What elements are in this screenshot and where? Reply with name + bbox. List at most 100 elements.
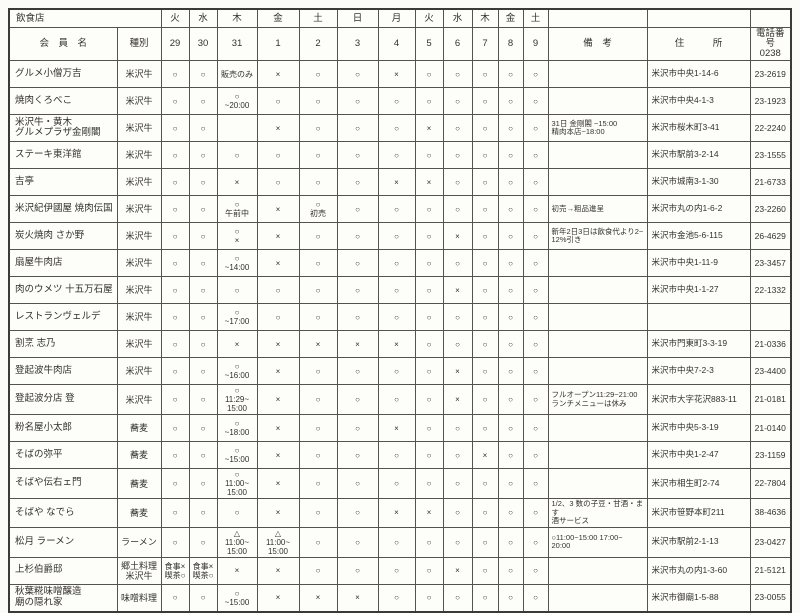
day-status-cell: ○ xyxy=(256,168,300,196)
table-row: そばや伝右ェ門 蕎麦 ○ ○ ○ 11:00~ 15:00 × ○ ○ ○ ○ ○ ○ ○ ○ 米沢市相生町… xyxy=(8,468,792,499)
day-status-cell: ○ xyxy=(522,357,549,385)
day-status-cell: ○ xyxy=(160,249,190,277)
address-cell: 米沢市中央1-1-27 xyxy=(646,276,751,304)
address-cell: 米沢市相生町2-74 xyxy=(646,468,751,499)
day-status-cell: ○ xyxy=(471,276,499,304)
day-status-cell: ○ xyxy=(188,222,218,250)
weekday-header: 土 xyxy=(298,8,338,28)
day-status-cell: ○ xyxy=(471,526,499,558)
day-status-cell: ○ xyxy=(256,141,300,169)
phone-cell: 21-0140 xyxy=(749,414,792,442)
day-status-cell: ○ xyxy=(414,195,444,223)
day-status-cell: ○ xyxy=(377,249,416,277)
member-name-cell: そばや なでら xyxy=(8,498,118,528)
day-status-cell: ○ xyxy=(188,114,218,142)
phone-cell: 21-0336 xyxy=(749,330,792,358)
day-status-cell: ○ xyxy=(188,330,218,358)
day-status-cell: ○ xyxy=(336,114,379,142)
member-name-cell: 粉名屋小太郎 xyxy=(8,414,118,442)
phone-cell: 21-6733 xyxy=(749,168,792,196)
weekday-header: 金 xyxy=(256,8,300,28)
member-name-header: 会 員 名 xyxy=(8,27,118,61)
day-status-cell: ○ xyxy=(298,414,338,442)
day-status-cell: × xyxy=(336,583,379,612)
day-status-cell: × xyxy=(256,195,300,223)
day-status-cell: ○ xyxy=(298,498,338,528)
phone-cell: 23-1159 xyxy=(749,441,792,469)
day-status-cell: ○ xyxy=(160,303,190,331)
day-status-cell: × xyxy=(256,556,300,585)
day-status-cell: ○ xyxy=(256,303,300,331)
day-status-cell: ○ xyxy=(497,195,524,223)
day-status-cell: △ 11:00~ 15:00 xyxy=(256,526,300,558)
day-status-cell: × xyxy=(377,498,416,528)
remarks-header-spacer xyxy=(547,8,648,28)
day-status-cell: ○ xyxy=(160,168,190,196)
type-cell: 米沢牛 xyxy=(116,168,162,196)
day-status-cell: ○ xyxy=(442,60,473,88)
header-day-row: 飲食店火水木金土日月火水木金土 xyxy=(8,8,792,28)
weekday-header: 木 xyxy=(471,8,499,28)
address-cell xyxy=(646,303,751,331)
day-status-cell: × xyxy=(216,330,258,358)
phone-cell: 23-0427 xyxy=(749,526,792,558)
table-row: レストランヴェルデ 米沢牛 ○ ○ ○ ~17:00 ○ ○ ○ ○ ○ ○ ○ ○ ○ xyxy=(8,303,792,331)
type-cell: 米沢牛 xyxy=(116,357,162,385)
day-status-cell: × xyxy=(256,222,300,250)
day-status-cell: ○ 11:00~ 15:00 xyxy=(216,468,258,499)
day-status-cell: ○ × xyxy=(216,222,258,250)
day-status-cell: × xyxy=(471,441,499,469)
day-status-cell: ○ xyxy=(497,114,524,142)
date-header: 6 xyxy=(442,27,473,61)
phone-header: 電話番号 0238 xyxy=(749,27,792,61)
day-status-cell: ○ xyxy=(377,357,416,385)
day-status-cell: ○ xyxy=(160,141,190,169)
day-status-cell: △ 11:00~ 15:00 xyxy=(216,526,258,558)
day-status-cell: ○ xyxy=(336,384,379,415)
day-status-cell: ○ xyxy=(497,498,524,528)
date-header: 30 xyxy=(188,27,218,61)
day-status-cell: ○ xyxy=(298,222,338,250)
address-cell: 米沢市中央7-2-3 xyxy=(646,357,751,385)
day-status-cell: ○ xyxy=(522,276,549,304)
day-status-cell: ○ xyxy=(471,168,499,196)
table-row: 肉のウメツ 十五万石屋 米沢牛 ○ ○ ○ ○ ○ ○ ○ ○ × ○ ○ ○ 米沢市中央1-1-27 22-… xyxy=(8,276,792,304)
date-header: 2 xyxy=(298,27,338,61)
type-cell: 蕎麦 xyxy=(116,498,162,528)
day-status-cell: ○ xyxy=(442,468,473,499)
phone-cell: 23-4400 xyxy=(749,357,792,385)
day-status-cell: ○ xyxy=(522,60,549,88)
phone-cell: 23-0055 xyxy=(749,583,792,612)
type-cell: 蕎麦 xyxy=(116,414,162,442)
member-name-cell: 扇屋牛肉店 xyxy=(8,249,118,277)
day-status-cell: ○ xyxy=(377,384,416,415)
day-status-cell: ○ xyxy=(414,414,444,442)
day-status-cell: ○ xyxy=(298,249,338,277)
day-status-cell: ○ xyxy=(336,526,379,558)
day-status-cell: ○ xyxy=(522,330,549,358)
day-status-cell: ○ xyxy=(160,357,190,385)
day-status-cell: ○ xyxy=(497,384,524,415)
day-status-cell: ○ xyxy=(188,168,218,196)
address-cell: 米沢市笹野本町211 xyxy=(646,498,751,528)
phone-header-label: 電話番号 xyxy=(755,28,785,49)
day-status-cell: ○ xyxy=(497,276,524,304)
day-status-cell: ○ xyxy=(522,498,549,528)
day-status-cell: ○ xyxy=(160,526,190,558)
type-cell: 米沢牛 xyxy=(116,276,162,304)
day-status-cell: ○ xyxy=(522,468,549,499)
table-row: 扇屋牛肉店 米沢牛 ○ ○ ○ ~14:00 × ○ ○ ○ ○ ○ ○ ○ ○ 米沢市中央1-11-9 23… xyxy=(8,249,792,277)
day-status-cell: ○ xyxy=(522,222,549,250)
day-status-cell: ○ xyxy=(497,468,524,499)
day-status-cell: ○ xyxy=(160,330,190,358)
date-header: 3 xyxy=(336,27,379,61)
table-row: 吉亭 米沢牛 ○ ○ × ○ ○ ○ × × ○ ○ ○ ○ 米沢市城南3-1-30 21-6733 xyxy=(8,168,792,196)
address-cell: 米沢市中央1-14-6 xyxy=(646,60,751,88)
address-cell: 米沢市御廟1-5-88 xyxy=(646,583,751,612)
day-status-cell: 食事× 喫茶○ xyxy=(160,556,190,585)
day-status-cell: × xyxy=(377,168,416,196)
table-row: 割烹 志乃 米沢牛 ○ ○ × × × × × ○ ○ ○ ○ ○ 米沢市門東町3-3-19 21-0336 xyxy=(8,330,792,358)
table-row: ステーキ東洋館 米沢牛 ○ ○ ○ ○ ○ ○ ○ ○ ○ ○ ○ ○ 米沢市駅前3-2-14 23-1555 xyxy=(8,141,792,169)
remarks-cell xyxy=(547,468,648,499)
day-status-cell: ○ xyxy=(336,222,379,250)
